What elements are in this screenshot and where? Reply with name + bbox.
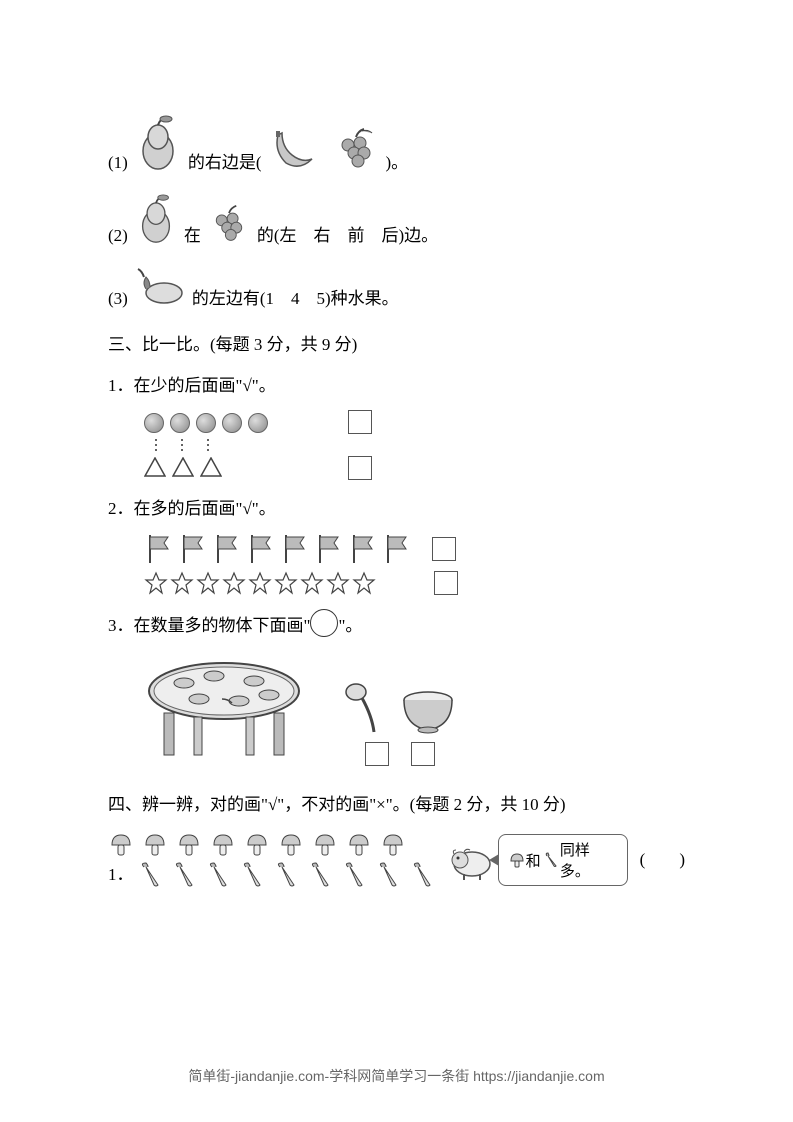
- section-3-q3: 3．在数量多的物体下面画" "。: [108, 609, 685, 637]
- grapes-icon: [334, 127, 378, 176]
- flag-icon: [246, 533, 276, 565]
- bubble-post: 同样多。: [560, 839, 617, 881]
- mushroom-row: [108, 831, 436, 857]
- carrot-icon: [138, 861, 164, 889]
- question-1: (1) 的右边是( )。: [108, 115, 685, 176]
- carrot-icon: [206, 861, 232, 889]
- q2-text-mid1: 在: [184, 222, 201, 249]
- grapes-icon: [209, 204, 249, 249]
- bubble-mid: 和: [526, 850, 541, 871]
- q1-text-after: )。: [386, 149, 409, 176]
- q3-text-pre: 3．在数量多的物体下面画": [108, 611, 310, 636]
- mushroom-icon: [210, 831, 236, 857]
- section-4-q1: 1． 和 同样多。 ( ): [108, 831, 685, 889]
- question-3: (3) 的左边有(1 4 5)种水果。: [108, 267, 685, 312]
- eggplant-icon: [136, 267, 184, 312]
- section-3-q2-visual: [144, 533, 685, 595]
- flag-icon: [348, 533, 378, 565]
- section-3-q2: 2．在多的后面画"√"。: [108, 494, 685, 519]
- flag-icon: [382, 533, 412, 565]
- flag-icon: [178, 533, 208, 565]
- star-icon: [222, 571, 246, 595]
- star-icon: [170, 571, 194, 595]
- page-footer: 简单街-jiandanjie.com-学科网简单学习一条街 https://ji…: [0, 1066, 793, 1086]
- pear-icon: [136, 115, 180, 176]
- mushroom-icon: [108, 831, 134, 857]
- star-icon: [274, 571, 298, 595]
- banana-icon: [270, 127, 318, 176]
- bowl-icon: [400, 690, 456, 734]
- stars-row: [144, 571, 376, 595]
- triangle-icon: [172, 457, 194, 477]
- flag-icon: [314, 533, 344, 565]
- spoon-icon: [344, 680, 380, 734]
- section-3-q1-visual: [144, 410, 685, 480]
- triangle-icon: [200, 457, 222, 477]
- answer-box[interactable]: [348, 456, 372, 480]
- table-with-bowls-icon: [144, 651, 304, 766]
- answer-box[interactable]: [432, 537, 456, 561]
- sheep-icon: [448, 840, 492, 880]
- mushroom-icon: [142, 831, 168, 857]
- question-2: (2) 在 的(左 右 前 后)边。: [108, 194, 685, 249]
- q1-text-mid: 的右边是(: [188, 149, 262, 176]
- flag-icon: [212, 533, 242, 565]
- q3-text-post: "。: [338, 611, 362, 636]
- carrot-icon: [342, 861, 368, 889]
- flag-icon: [144, 533, 174, 565]
- star-icon: [352, 571, 376, 595]
- section-4-header: 四、辨一辨，对的画"√"，不对的画"×"。(每题 2 分，共 10 分): [108, 790, 685, 815]
- answer-box[interactable]: [365, 742, 389, 766]
- answer-box[interactable]: [348, 410, 372, 434]
- mushroom-icon: [312, 831, 338, 857]
- mushroom-icon: [278, 831, 304, 857]
- q2-number: (2): [108, 222, 128, 249]
- star-icon: [248, 571, 272, 595]
- star-icon: [300, 571, 324, 595]
- circles-row: [144, 413, 268, 433]
- carrot-icon: [543, 852, 558, 868]
- mushroom-icon: [380, 831, 406, 857]
- flags-row: [144, 533, 412, 565]
- triangle-icon: [144, 457, 166, 477]
- carrot-icon: [410, 861, 436, 889]
- circle-icon: [196, 413, 216, 433]
- answer-paren[interactable]: ( ): [640, 846, 685, 873]
- circle-icon: [248, 413, 268, 433]
- star-icon: [326, 571, 350, 595]
- answer-box[interactable]: [434, 571, 458, 595]
- section-3-q1: 1．在少的后面画"√"。: [108, 371, 685, 396]
- carrot-icon: [308, 861, 334, 889]
- carrot-icon: [376, 861, 402, 889]
- answer-box[interactable]: [411, 742, 435, 766]
- carrot-icon: [274, 861, 300, 889]
- section-3-q3-visual: [144, 651, 685, 766]
- q3-text-mid: 的左边有(1 4 5)种水果。: [192, 285, 399, 312]
- circle-icon: [170, 413, 190, 433]
- carrot-row: [138, 861, 436, 889]
- star-icon: [196, 571, 220, 595]
- q1-number: (1): [108, 149, 128, 176]
- q2-text-mid2: 的(左 右 前 后)边。: [257, 222, 438, 249]
- star-icon: [144, 571, 168, 595]
- flag-icon: [280, 533, 310, 565]
- circle-icon: [144, 413, 164, 433]
- q3-number: (3): [108, 285, 128, 312]
- circle-outline-icon: [310, 609, 338, 637]
- q4-1-number: 1．: [108, 861, 134, 888]
- circle-icon: [222, 413, 242, 433]
- mushroom-icon: [244, 831, 270, 857]
- mushroom-icon: [176, 831, 202, 857]
- carrot-icon: [172, 861, 198, 889]
- carrot-icon: [240, 861, 266, 889]
- section-3-header: 三、比一比。(每题 3 分，共 9 分): [108, 330, 685, 355]
- triangles-row: [144, 457, 268, 477]
- speech-bubble: 和 同样多。: [498, 834, 628, 886]
- pear-icon: [136, 194, 176, 249]
- dots-row: [146, 439, 268, 451]
- mushroom-icon: [346, 831, 372, 857]
- mushroom-icon: [509, 852, 524, 868]
